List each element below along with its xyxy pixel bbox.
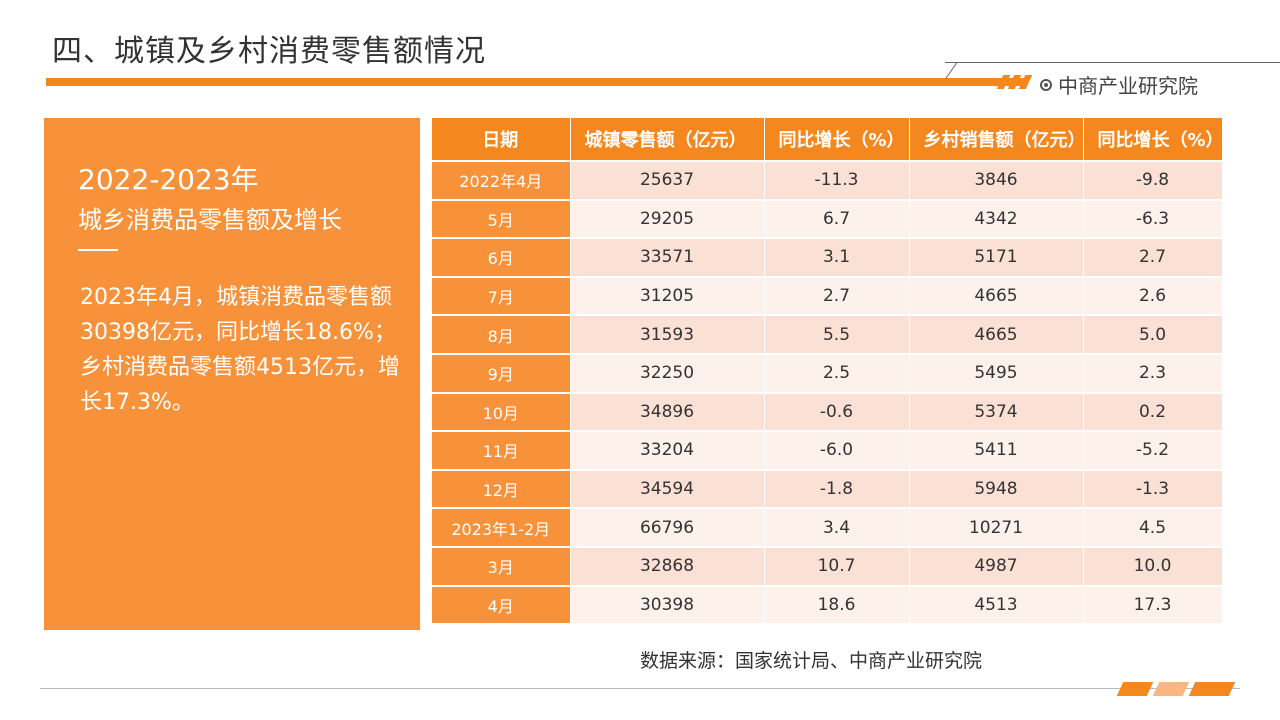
cell-rural-growth: 2.6 [1083,275,1223,316]
header-divider-line [945,62,1280,63]
cell-rural-growth: 0.2 [1083,391,1223,432]
table-row: 3月 32868 10.7 4987 10.0 [432,545,1223,586]
cell-rural-sales: 4513 [909,584,1084,624]
cell-rural-sales: 5411 [909,430,1084,470]
title-underline [46,78,1026,86]
header-rural-sales: 乡村销售额（亿元） [909,118,1086,161]
cell-rural-sales: 5495 [909,352,1084,393]
cell-urban-sales: 29205 [570,198,765,239]
retail-sales-table: 日期 城镇零售额（亿元） 同比增长（%） 乡村销售额（亿元） 同比增长（%） 2… [432,118,1224,624]
table-row: 6月 33571 3.1 5171 2.7 [432,237,1223,277]
table-row: 10月 34896 -0.6 5374 0.2 [432,391,1223,432]
cell-rural-growth: 4.5 [1083,507,1223,547]
cell-date: 11月 [432,430,571,470]
header-date: 日期 [432,118,571,161]
cell-urban-growth: -6.0 [764,430,910,470]
cell-rural-sales: 3846 [909,160,1084,200]
cell-urban-growth: 3.4 [764,507,910,547]
cell-urban-sales: 31593 [570,314,765,354]
cell-rural-sales: 4665 [909,314,1084,354]
cell-urban-sales: 33571 [570,237,765,277]
cell-urban-growth: 2.5 [764,352,910,393]
footer-divider [40,688,1240,689]
table-row: 7月 31205 2.7 4665 2.6 [432,275,1223,316]
cell-date: 8月 [432,314,571,354]
cell-rural-growth: -9.8 [1083,160,1223,200]
cell-urban-sales: 34594 [570,468,765,509]
cell-urban-growth: -0.6 [764,391,910,432]
cell-rural-growth: 2.3 [1083,352,1223,393]
cell-date: 4月 [432,584,571,624]
cell-urban-growth: 3.1 [764,237,910,277]
table-row: 8月 31593 5.5 4665 5.0 [432,314,1223,354]
header-urban-sales: 城镇零售额（亿元） [570,118,765,161]
brand-name: 中商产业研究院 [1058,74,1198,98]
cell-date: 12月 [432,468,571,509]
summary-panel: 2022-2023年 城乡消费品零售额及增长 2023年4月，城镇消费品零售额3… [44,118,420,630]
cell-urban-growth: 18.6 [764,584,910,624]
cell-date: 2022年4月 [432,160,571,200]
cell-urban-sales: 34896 [570,391,765,432]
cell-rural-sales: 10271 [909,507,1084,547]
table-row: 5月 29205 6.7 4342 -6.3 [432,198,1223,239]
cell-rural-growth: -1.3 [1083,468,1223,509]
cell-date: 10月 [432,391,571,432]
cell-urban-growth: -1.8 [764,468,910,509]
cell-rural-sales: 5374 [909,391,1084,432]
cell-rural-growth: 2.7 [1083,237,1223,277]
cell-date: 6月 [432,237,571,277]
slide-title: 四、城镇及乡村消费零售额情况 [52,34,486,69]
cell-date: 3月 [432,545,571,586]
cell-rural-growth: 10.0 [1083,545,1223,586]
table-row: 2022年4月 25637 -11.3 3846 -9.8 [432,160,1223,200]
cell-date: 9月 [432,352,571,393]
table-row: 2023年1-2月 66796 3.4 10271 4.5 [432,507,1223,547]
table-row: 12月 34594 -1.8 5948 -1.3 [432,468,1223,509]
cell-rural-sales: 4665 [909,275,1084,316]
cell-urban-sales: 32250 [570,352,765,393]
summary-divider [78,249,118,251]
cell-rural-sales: 5948 [909,468,1084,509]
cell-date: 2023年1-2月 [432,507,571,547]
cell-urban-sales: 30398 [570,584,765,624]
cell-urban-sales: 32868 [570,545,765,586]
cell-date: 5月 [432,198,571,239]
brand-circle-icon [1040,78,1052,91]
cell-rural-growth: 5.0 [1083,314,1223,354]
table-header-row: 日期 城镇零售额（亿元） 同比增长（%） 乡村销售额（亿元） 同比增长（%） [432,118,1224,161]
cell-urban-growth: 5.5 [764,314,910,354]
cell-rural-sales: 5171 [909,237,1084,277]
header-urban-growth: 同比增长（%） [764,118,910,161]
cell-urban-sales: 33204 [570,430,765,470]
footer-stripes-decoration [1116,682,1240,696]
cell-urban-sales: 31205 [570,275,765,316]
cell-rural-growth: 17.3 [1083,584,1223,624]
table-row: 4月 30398 18.6 4513 17.3 [432,584,1223,624]
cell-rural-growth: -6.3 [1083,198,1223,239]
cell-urban-growth: -11.3 [764,160,910,200]
summary-text: 2023年4月，城镇消费品零售额30398亿元，同比增长18.6%；乡村消费品零… [80,285,400,415]
table-row: 9月 32250 2.5 5495 2.3 [432,352,1223,393]
summary-subtitle: 城乡消费品零售额及增长 [78,206,342,234]
cell-urban-growth: 10.7 [764,545,910,586]
title-stripes-decoration [996,75,1040,89]
summary-year-range: 2022-2023年 [78,163,259,196]
brand-logo: 中商产业研究院 [1040,70,1198,99]
cell-urban-sales: 25637 [570,160,765,200]
cell-urban-growth: 2.7 [764,275,910,316]
cell-date: 7月 [432,275,571,316]
cell-urban-growth: 6.7 [764,198,910,239]
table-row: 11月 33204 -6.0 5411 -5.2 [432,430,1223,470]
cell-rural-growth: -5.2 [1083,430,1223,470]
cell-urban-sales: 66796 [570,507,765,547]
header-rural-growth: 同比增长（%） [1083,118,1224,161]
cell-rural-sales: 4987 [909,545,1084,586]
cell-rural-sales: 4342 [909,198,1084,239]
data-source-note: 数据来源：国家统计局、中商产业研究院 [640,650,983,672]
